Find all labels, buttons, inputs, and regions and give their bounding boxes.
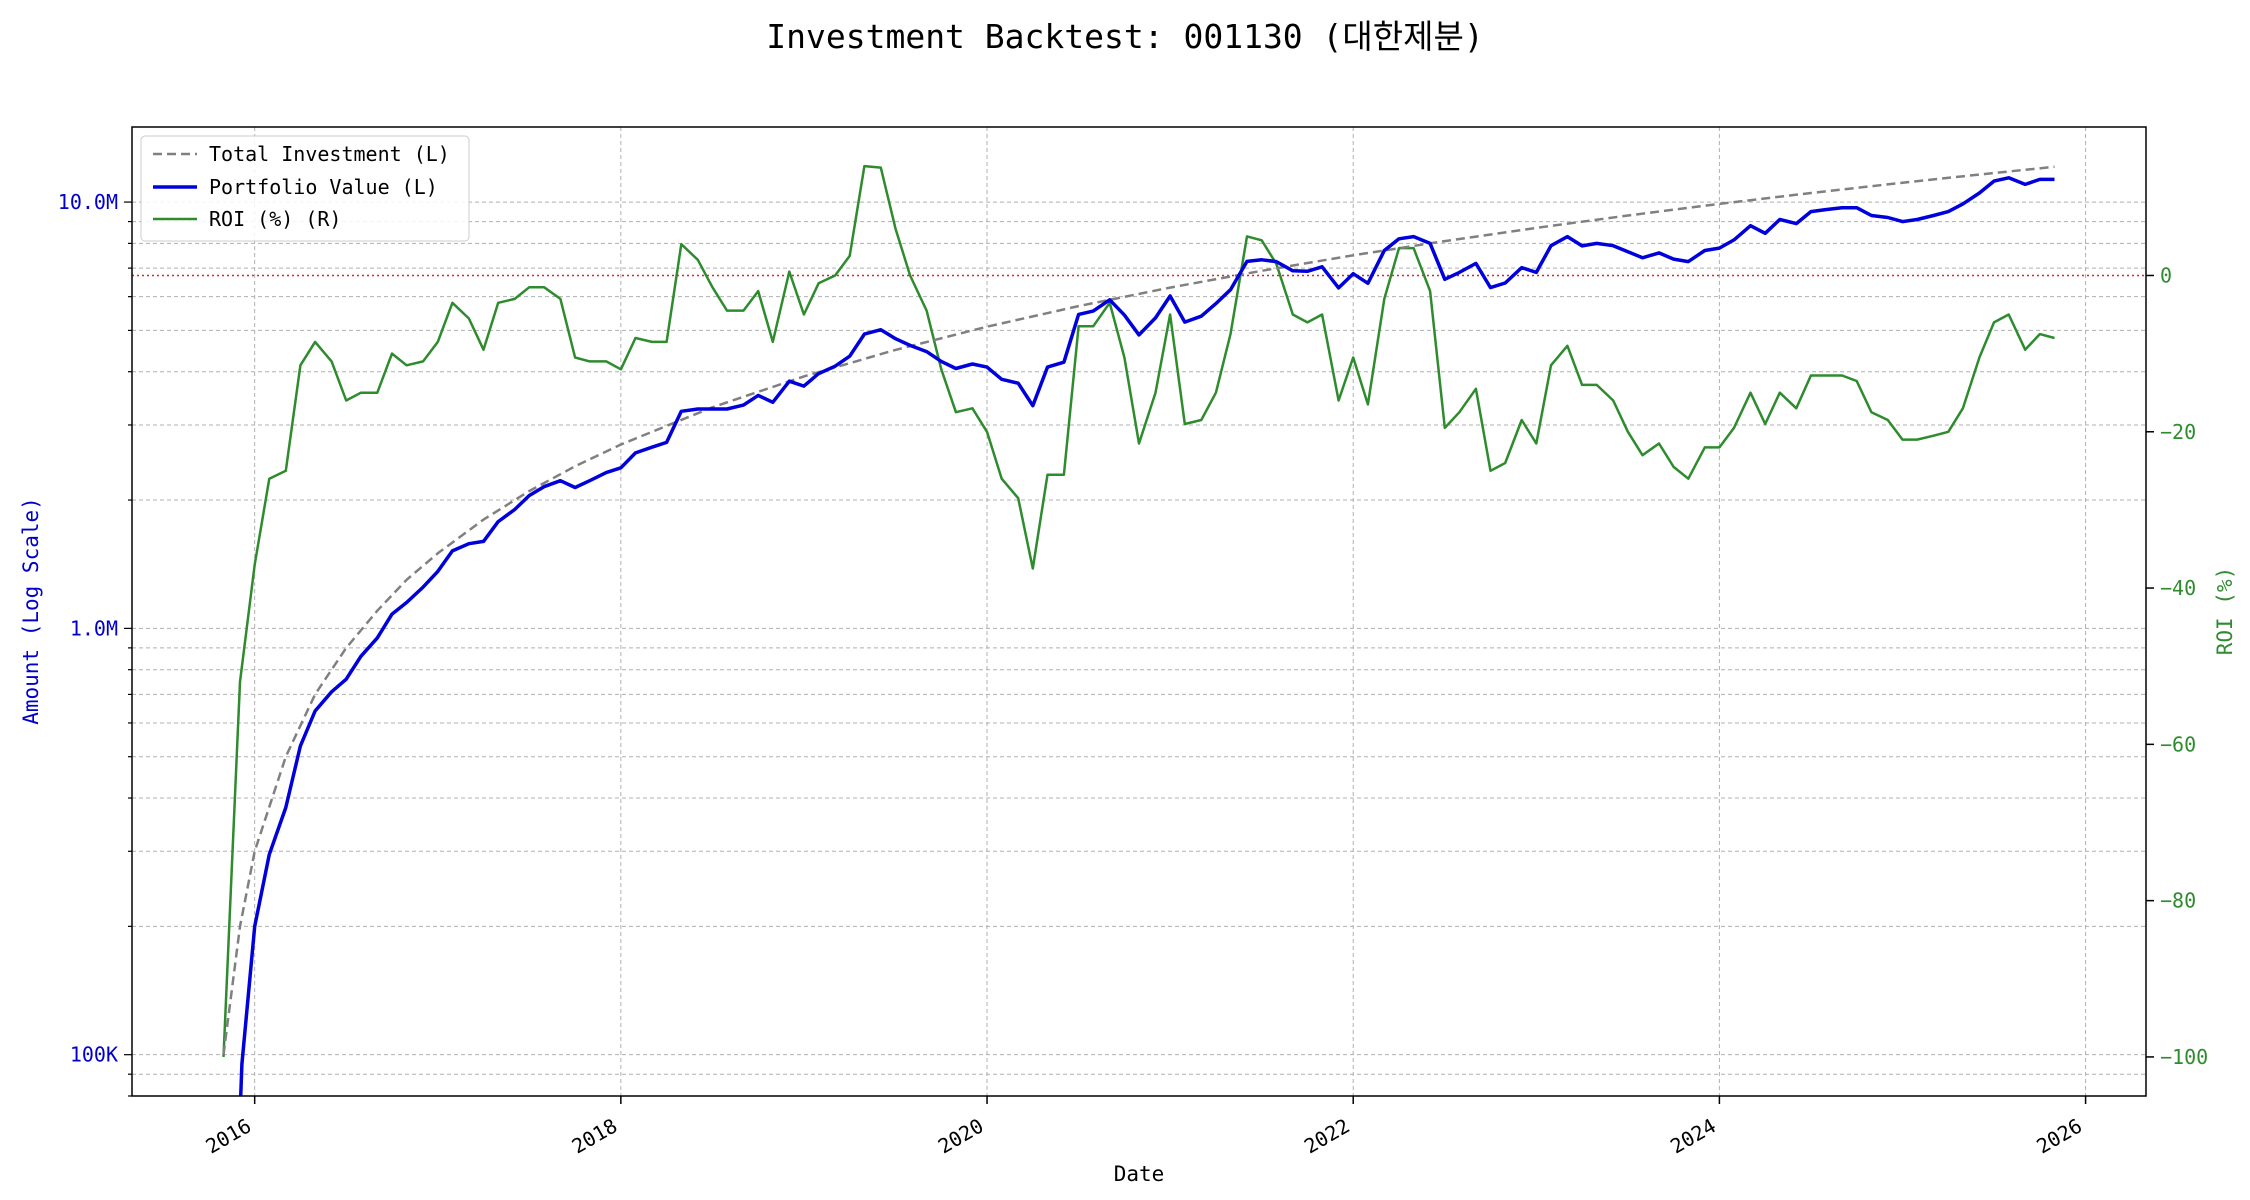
series-layer [132,164,2146,1096]
left-tick-label: 10.0M [58,190,118,214]
grid-layer [132,127,2146,1097]
legend-box [140,135,470,242]
total-investment-line [222,165,2055,1055]
legend-label-portfolio-value: Portfolio Value (L) [209,175,438,199]
legend-label-roi: ROI (%) (R) [209,207,341,231]
chart-title: Investment Backtest: 001130 (대한제분) [766,17,1483,56]
legend-label-total-investment: Total Investment (L) [209,142,450,166]
right-tick-label: 0 [2160,263,2172,287]
right-tick-label: −40 [2160,576,2196,600]
right-tick-label: −100 [2160,1045,2208,1069]
left-tick-label: 1.0M [70,616,118,640]
right-tick-label: −60 [2160,732,2196,756]
plot-frame [131,126,2147,1097]
roi-line [222,164,2055,1057]
left-tick-label: 100K [70,1043,118,1067]
right-axis-label: ROI (%) [2213,567,2237,656]
right-tick-label: −20 [2160,420,2196,444]
right-tick-label: −80 [2160,889,2196,913]
x-axis-label: Date [1114,1162,1165,1186]
legend: Total Investment (L) Portfolio Value (L)… [140,135,470,242]
left-axis-label: Amount (Log Scale) [19,497,43,725]
portfolio-value-line [238,176,2055,1096]
